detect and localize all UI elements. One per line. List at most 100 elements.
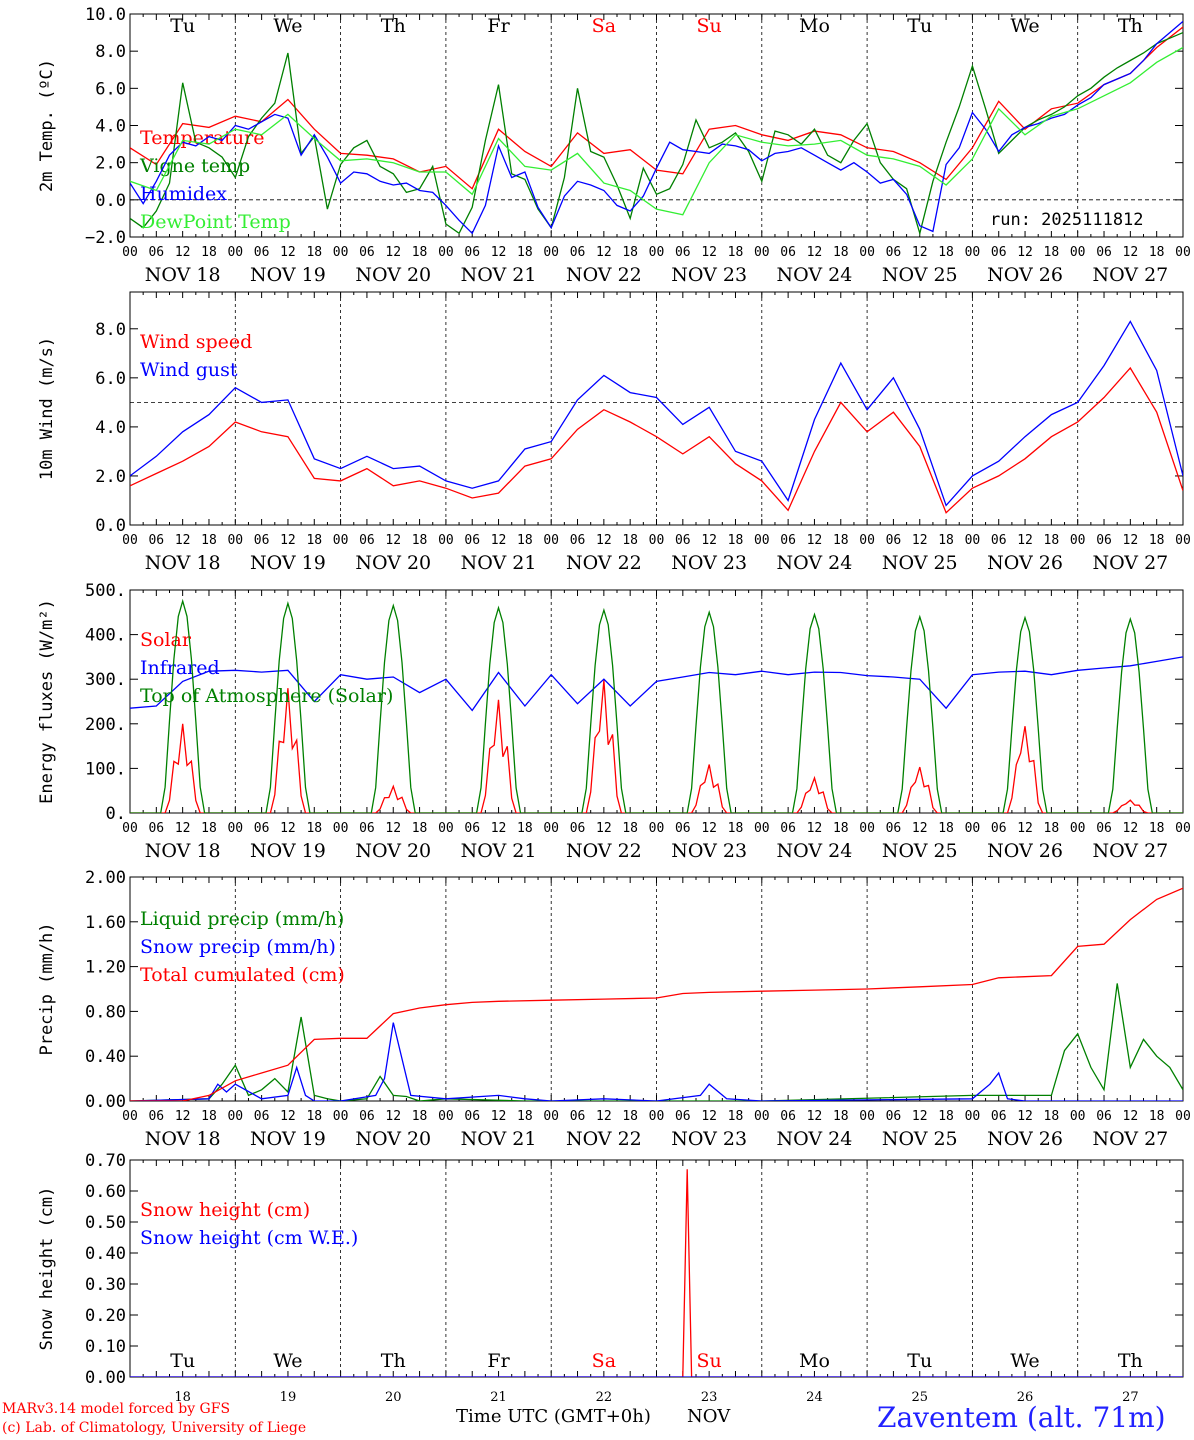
hour-tick-label: 12 <box>807 1109 823 1124</box>
hour-tick-label: 12 <box>912 821 928 836</box>
weekday-label: Su <box>697 1350 722 1372</box>
hour-tick-label: 00 <box>859 533 875 548</box>
y-tick-label: 6.0 <box>95 369 126 389</box>
hour-tick-label: 18 <box>728 245 744 260</box>
date-label: NOV 21 <box>461 840 537 862</box>
date-label: NOV 26 <box>987 552 1063 574</box>
date-label: NOV 24 <box>777 264 853 286</box>
y-tick-label: 8.0 <box>95 42 126 62</box>
hour-tick-label: 12 <box>1017 245 1033 260</box>
y-tick-label: 0.00 <box>85 1092 126 1112</box>
hour-tick-label: 18 <box>622 821 638 836</box>
hour-tick-label: 00 <box>649 245 665 260</box>
hour-tick-label: 18 <box>517 1109 533 1124</box>
y-tick-label: 500. <box>85 581 126 601</box>
hour-tick-label: 06 <box>570 1109 586 1124</box>
hour-tick-label: 00 <box>227 821 243 836</box>
y-tick-label: 400. <box>85 626 126 646</box>
hour-tick-label: 00 <box>1070 1109 1086 1124</box>
hour-tick-label: 00 <box>227 245 243 260</box>
date-label: NOV 22 <box>566 264 642 286</box>
hour-tick-label: 06 <box>886 245 902 260</box>
weekday-label: We <box>273 1350 302 1372</box>
hour-tick-label: 00 <box>333 821 349 836</box>
hour-tick-label: 00 <box>122 245 138 260</box>
hour-tick-label: 00 <box>438 821 454 836</box>
hour-tick-label: 12 <box>1017 533 1033 548</box>
weekday-label: Mo <box>799 15 830 37</box>
y-axis-label: Precip (mm/h) <box>37 922 57 1055</box>
series-line-total-cumulated-cm <box>130 887 1183 1101</box>
date-label: NOV 25 <box>882 840 958 862</box>
y-tick-label: 0.70 <box>85 1151 126 1171</box>
hour-tick-label: 18 <box>306 245 322 260</box>
hour-tick-label: 00 <box>649 533 665 548</box>
weekday-label: Th <box>1118 15 1143 37</box>
hour-tick-label: 06 <box>254 533 270 548</box>
hour-tick-label: 12 <box>596 245 612 260</box>
series-line-snow-precip-mm-h <box>130 1022 1183 1101</box>
y-tick-label: 10.0 <box>85 5 126 25</box>
hour-tick-label: 06 <box>886 533 902 548</box>
hour-tick-label: 18 <box>938 533 954 548</box>
legend-entry: Temperature <box>140 127 264 149</box>
y-tick-label: 0.60 <box>85 1182 126 1202</box>
y-tick-label: 0.00 <box>85 1368 126 1388</box>
y-tick-label: 0.50 <box>85 1213 126 1233</box>
day-number-label: 26 <box>1017 1390 1034 1405</box>
hour-tick-label: 12 <box>701 533 717 548</box>
hour-tick-label: 18 <box>306 1109 322 1124</box>
hour-tick-label: 18 <box>201 533 217 548</box>
date-label: NOV 27 <box>1092 840 1168 862</box>
hour-tick-label: 00 <box>333 533 349 548</box>
hour-tick-label: 12 <box>596 533 612 548</box>
hour-tick-label: 12 <box>701 1109 717 1124</box>
day-number-label: 22 <box>596 1390 613 1405</box>
hour-tick-label: 00 <box>1175 245 1191 260</box>
y-axis-label: Energy fluxes (W/m²) <box>37 599 57 804</box>
hour-tick-label: 18 <box>306 821 322 836</box>
hour-tick-label: 06 <box>570 533 586 548</box>
hour-tick-label: 06 <box>780 821 796 836</box>
hour-tick-label: 06 <box>991 1109 1007 1124</box>
hour-tick-label: 06 <box>148 821 164 836</box>
station-label: Zaventem (alt. 71m) <box>877 1401 1166 1434</box>
hour-tick-label: 06 <box>780 533 796 548</box>
legend-entry: Infrared <box>140 657 220 679</box>
hour-tick-label: 06 <box>780 1109 796 1124</box>
time-axis-label: Time UTC (GMT+0h) <box>456 1406 651 1427</box>
weekday-label: We <box>273 15 302 37</box>
hour-tick-label: 18 <box>306 533 322 548</box>
y-tick-label: 100. <box>85 759 126 779</box>
hour-tick-label: 06 <box>570 245 586 260</box>
y-tick-label: 4.0 <box>95 117 126 137</box>
weekday-label: Tu <box>170 1350 195 1372</box>
hour-tick-label: 06 <box>1096 245 1112 260</box>
hour-tick-label: 00 <box>122 821 138 836</box>
y-axis-label: 2m Temp. (ºC) <box>37 59 57 192</box>
y-tick-label: 0.20 <box>85 1306 126 1326</box>
y-tick-label: 1.20 <box>85 958 126 978</box>
legend-entry: Total cumulated (cm) <box>140 964 345 986</box>
date-label: NOV 27 <box>1092 264 1168 286</box>
y-tick-label: 0.0 <box>95 516 126 536</box>
hour-tick-label: 00 <box>1175 533 1191 548</box>
date-label: NOV 24 <box>777 552 853 574</box>
series-line-temperature <box>130 26 1183 190</box>
weekday-label: We <box>1010 1350 1039 1372</box>
hour-tick-label: 12 <box>807 821 823 836</box>
hour-tick-label: 06 <box>991 821 1007 836</box>
hour-tick-label: 00 <box>227 533 243 548</box>
weekday-label: Th <box>1118 1350 1143 1372</box>
y-tick-label: 0. <box>106 804 126 824</box>
date-label: NOV 23 <box>671 552 747 574</box>
hour-tick-label: 00 <box>333 245 349 260</box>
day-number-label: 19 <box>280 1390 297 1405</box>
weekday-label: Fr <box>487 1350 510 1372</box>
legend-entry: Wind gust <box>140 359 238 381</box>
date-label: NOV 22 <box>566 552 642 574</box>
hour-tick-label: 12 <box>385 245 401 260</box>
date-label: NOV 23 <box>671 840 747 862</box>
hour-tick-label: 00 <box>965 821 981 836</box>
hour-tick-label: 12 <box>280 821 296 836</box>
